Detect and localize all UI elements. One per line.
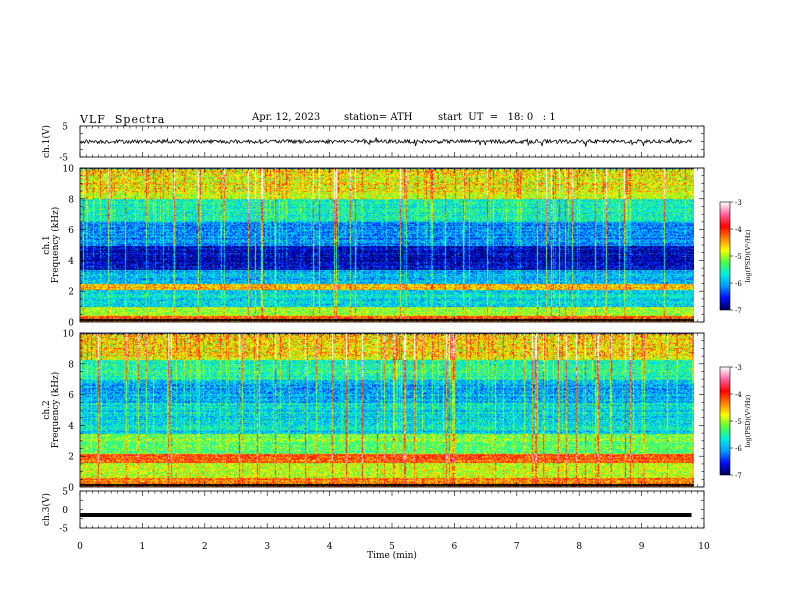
ch2-colorbar-tick-label: -6 [735,445,742,453]
ch1-waveform-trace [79,137,692,147]
ch1-colorbar-tick-label: -4 [735,226,742,234]
ch1-spec-y-axis-label: Frequency (kHz) [50,207,61,284]
ch1-spec-y-axis-label: ch.1 [42,235,52,254]
ch1-colorbar-label: log(PSD)(V²/Hz) [744,229,752,282]
x-axis-label: Time (min) [367,550,417,561]
ch2-spectrogram-frame [79,332,705,488]
ch2-spec-y-tick-label: 2 [68,453,74,463]
ch1-colorbar [720,202,730,310]
ch2-colorbar-tick-label: -3 [735,364,742,372]
x-tick-label: 0 [77,542,83,552]
ch2-colorbar-frame [719,366,731,476]
x-tick-label: 2 [202,542,208,552]
station-label: station= ATH [344,112,413,123]
ch2-spec-y-axis-label: ch.2 [42,400,52,419]
ch1-spec-y-tick-label: 4 [68,257,74,267]
ch2-spec-y-tick-label: 0 [68,484,74,494]
ch1-spectrogram-image [80,168,694,322]
ch2-spectrogram-image [80,333,694,487]
ch3-waveform-frame [79,490,705,529]
x-tick-label: 1 [140,542,146,552]
start-time-label: start UT = 18: 0 : 1 [438,112,556,123]
ch2-colorbar-label: log(PSD)(V²/Hz) [744,394,752,447]
ch1-wave-y-axis-label: ch.1(V) [41,125,52,158]
x-tick-label: 8 [576,542,582,552]
ch1-colorbar-tick-label: -5 [735,253,742,261]
x-tick-label: 9 [639,542,645,552]
ch1-wave-y-tick-label: -5 [59,154,68,164]
ch1-spec-y-tick-label: 0 [68,319,74,329]
ch2-spec-y-axis-label: Frequency (kHz) [50,372,61,449]
ch1-spec-y-tick-label: 6 [68,226,74,236]
ch1-colorbar-tick-label: -7 [735,307,742,315]
chart-title: VLF Spectra [80,113,166,126]
x-tick-label: 4 [327,542,333,552]
ch2-colorbar-tick-label: -4 [735,391,742,399]
ch3-wave-y-axis-label: ch.3(V) [41,493,52,526]
ch2-spec-y-tick-label: 6 [68,391,74,401]
x-tick-label: 10 [698,542,710,552]
ch1-spec-y-tick-label: 8 [68,195,74,205]
date-label: Apr. 12, 2023 [252,112,321,123]
x-tick-label: 6 [452,542,458,552]
ch2-spec-y-tick-label: 8 [68,360,74,370]
ch1-colorbar-tick-label: -6 [735,280,742,288]
ch3-wave-y-tick-label: 0 [62,506,68,516]
ch1-spec-y-tick-label: 10 [63,165,75,175]
ch1-wave-y-tick-label: 5 [62,123,68,133]
x-tick-label: 3 [264,542,270,552]
ch2-colorbar [720,367,730,475]
ch1-colorbar-frame [719,201,731,311]
ch2-colorbar-tick-label: -7 [735,472,742,480]
ch3-wave-y-tick-label: 5 [62,488,68,498]
x-tick-label: 5 [389,542,395,552]
ch1-spectrogram-frame [79,167,705,323]
ch1-colorbar-tick-label: -3 [735,199,742,207]
ch3-wave-y-tick-label: -5 [59,525,68,535]
ch2-spec-y-tick-label: 4 [68,422,74,432]
ch2-colorbar-tick-label: -5 [735,418,742,426]
ch1-spec-y-tick-label: 2 [68,288,74,298]
ch2-spec-y-tick-label: 10 [63,330,75,340]
x-tick-label: 7 [514,542,520,552]
